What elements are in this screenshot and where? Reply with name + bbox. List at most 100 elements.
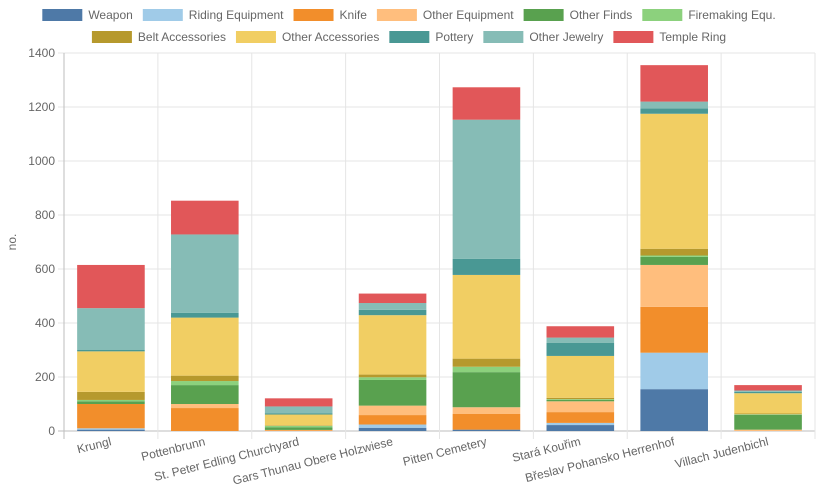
legend-swatch (91, 31, 132, 43)
bar-segment-other-jewelry-stara-kourim (546, 337, 615, 343)
bar-segment-other-jewelry-breslav-pohansko-herrenhof (640, 101, 708, 109)
x-tick-label: Pitten Cemetery (401, 434, 488, 468)
x-tick-label: Villach Judenbichl (673, 434, 769, 471)
bar-segment-knife-pitten-cemetery (452, 413, 521, 430)
legend-label: Pottery (435, 30, 473, 44)
bar-segment-other-finds-breslav-pohansko-herrenhof (640, 256, 708, 265)
bar-segment-other-finds-st-peter-edling-churchyard (264, 427, 333, 430)
bar-segment-other-accessories-breslav-pohansko-herrenhof (640, 113, 708, 249)
bar-segment-other-equipment-gars-thunau-obere-holzwiese (358, 405, 427, 416)
bar-segment-pottery-stara-kourim (546, 342, 615, 356)
bar-segment-other-finds-villach-judenbichl (734, 414, 802, 430)
bar-segment-knife-stara-kourim (546, 412, 615, 423)
legend-item-other-accessories[interactable]: Other Accessories (235, 30, 379, 44)
bar-segment-temple-ring-krungl (77, 264, 145, 309)
legend-swatch (142, 9, 183, 21)
bar-segment-belt-accessories-st-peter-edling-churchyard (264, 425, 333, 426)
bar-segment-riding-equipment-breslav-pohansko-herrenhof (640, 352, 708, 390)
bar-segment-pottery-krungl (77, 350, 145, 352)
legend-item-weapon[interactable]: Weapon (42, 8, 133, 22)
bar-segment-firemaking-equ-pitten-cemetery (452, 366, 521, 373)
bar-segment-other-jewelry-krungl (77, 308, 145, 350)
bar-segment-temple-ring-pitten-cemetery (452, 87, 521, 120)
y-tick-label: 0 (48, 424, 55, 438)
y-tick-label: 200 (35, 370, 55, 384)
legend-item-other-jewelry[interactable]: Other Jewelry (483, 30, 603, 44)
y-tick-label: 1000 (28, 154, 55, 168)
bar-segment-temple-ring-pottenbrunn (171, 200, 239, 235)
legend-item-belt-accessories[interactable]: Belt Accessories (91, 30, 226, 44)
legend-item-other-equipment[interactable]: Other Equipment (376, 8, 514, 22)
bar-segment-pottery-breslav-pohansko-herrenhof (640, 108, 708, 114)
bar-segment-other-jewelry-st-peter-edling-churchyard (264, 406, 333, 414)
bar-segment-other-finds-krungl (77, 401, 145, 404)
bar-segment-knife-st-peter-edling-churchyard (264, 430, 333, 431)
legend-swatch (42, 9, 83, 21)
x-tick-label: Krungl (76, 434, 113, 456)
bar-segment-firemaking-equ-villach-judenbichl (734, 414, 802, 415)
bar-segment-other-equipment-breslav-pohansko-herrenhof (640, 264, 708, 307)
bar-segment-weapon-breslav-pohansko-herrenhof (640, 389, 708, 431)
legend-label: Other Jewelry (529, 30, 603, 44)
bar-segment-belt-accessories-villach-judenbichl (734, 413, 802, 415)
bar-segment-temple-ring-st-peter-edling-churchyard (264, 398, 333, 407)
bar-segment-pottery-pitten-cemetery (452, 258, 521, 275)
bar-segment-other-accessories-st-peter-edling-churchyard (264, 414, 333, 426)
legend-label: Firemaking Equ. (688, 8, 775, 22)
bar-segment-temple-ring-breslav-pohansko-herrenhof (640, 65, 708, 102)
bar-segment-pottery-st-peter-edling-churchyard (264, 413, 333, 415)
bar-segment-other-finds-gars-thunau-obere-holzwiese (358, 379, 427, 406)
legend-item-pottery[interactable]: Pottery (389, 30, 473, 44)
y-axis-title: no. (5, 234, 19, 251)
bar-segment-knife-breslav-pohansko-herrenhof (640, 306, 708, 353)
bar-segment-other-accessories-stara-kourim (546, 355, 615, 398)
legend-label: Other Accessories (282, 30, 379, 44)
bar-segment-pottery-villach-judenbichl (734, 391, 802, 394)
legend-label: Other Equipment (423, 8, 514, 22)
legend-item-riding-equipment[interactable]: Riding Equipment (142, 8, 284, 22)
bar-segment-weapon-gars-thunau-obere-holzwiese (358, 427, 427, 431)
bar-segment-other-equipment-stara-kourim (546, 401, 615, 413)
legend-label: Temple Ring (659, 30, 726, 44)
bar-segment-knife-gars-thunau-obere-holzwiese (358, 415, 427, 425)
legend-item-firemaking-equ[interactable]: Firemaking Equ. (642, 8, 776, 22)
legend-swatch (523, 9, 564, 21)
bar-segment-firemaking-equ-krungl (77, 399, 145, 402)
bar-segment-riding-equipment-stara-kourim (546, 422, 615, 426)
y-tick-label: 800 (35, 208, 55, 222)
bar-segment-riding-equipment-krungl (77, 428, 145, 430)
bar-segment-other-finds-pitten-cemetery (452, 372, 521, 408)
bar-segment-other-jewelry-pitten-cemetery (452, 119, 521, 259)
bars (77, 65, 802, 431)
legend-swatch (483, 31, 524, 43)
y-tick-label: 1200 (28, 100, 55, 114)
bar-segment-other-equipment-pitten-cemetery (452, 407, 521, 414)
bar-segment-firemaking-equ-st-peter-edling-churchyard (264, 425, 333, 428)
y-tick-label: 600 (35, 262, 55, 276)
bar-segment-temple-ring-gars-thunau-obere-holzwiese (358, 293, 427, 304)
bar-segment-other-equipment-villach-judenbichl (734, 429, 802, 431)
bar-segment-weapon-stara-kourim (546, 425, 615, 431)
bar-segment-other-finds-stara-kourim (546, 399, 615, 402)
legend-swatch (235, 31, 276, 43)
bar-segment-firemaking-equ-gars-thunau-obere-holzwiese (358, 377, 427, 380)
bar-segment-temple-ring-villach-judenbichl (734, 385, 802, 391)
bar-segment-knife-krungl (77, 404, 145, 429)
legend-swatch (376, 9, 417, 21)
y-tick-label: 1400 (28, 46, 55, 60)
legend-item-knife[interactable]: Knife (293, 8, 368, 22)
bar-segment-firemaking-equ-pottenbrunn (171, 381, 239, 386)
legend-item-other-finds[interactable]: Other Finds (523, 8, 633, 22)
bar-segment-other-jewelry-gars-thunau-obere-holzwiese (358, 303, 427, 310)
bar-segment-firemaking-equ-breslav-pohansko-herrenhof (640, 255, 708, 257)
bar-segment-belt-accessories-pottenbrunn (171, 375, 239, 382)
x-tick-label: Gars Thunau Obere Holzwiese (231, 434, 394, 487)
bar-segment-firemaking-equ-stara-kourim (546, 399, 615, 400)
legend-swatch (642, 9, 683, 21)
bar-segment-pottery-pottenbrunn (171, 312, 239, 318)
bar-segment-belt-accessories-stara-kourim (546, 397, 615, 400)
legend-label: Riding Equipment (189, 8, 284, 22)
legend-item-temple-ring[interactable]: Temple Ring (613, 30, 726, 44)
